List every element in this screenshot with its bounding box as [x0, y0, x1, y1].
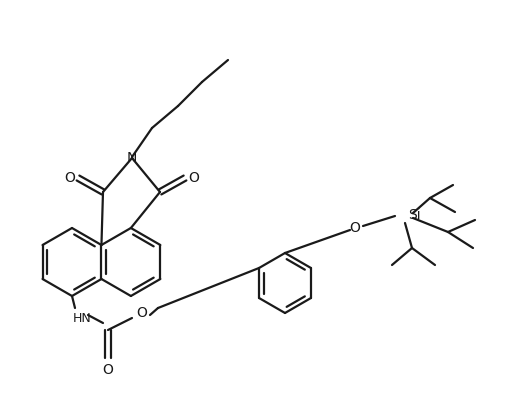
Text: O: O: [64, 171, 75, 185]
Text: Si: Si: [408, 208, 421, 222]
Text: O: O: [103, 363, 114, 377]
Text: N: N: [127, 151, 137, 165]
Text: O: O: [349, 221, 361, 235]
Text: O: O: [188, 171, 200, 185]
Text: HN: HN: [73, 311, 91, 324]
Text: O: O: [137, 306, 148, 320]
